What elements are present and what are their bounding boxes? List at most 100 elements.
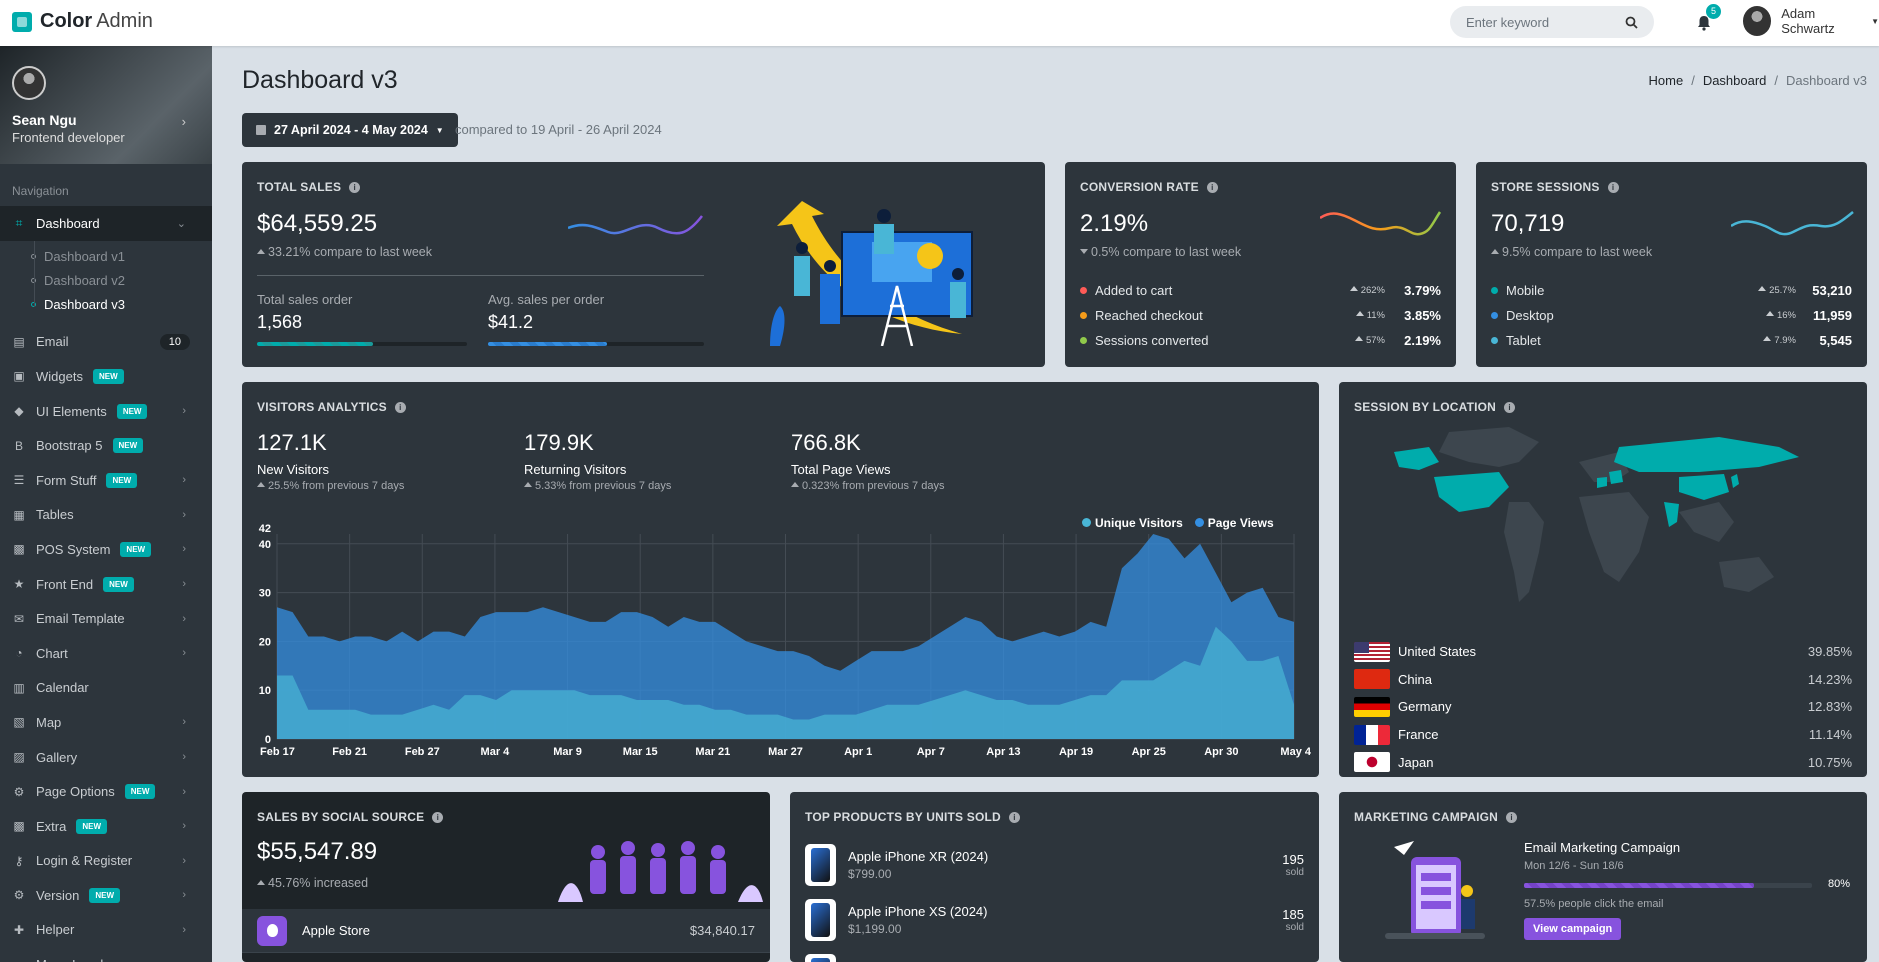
info-icon[interactable]: i (1506, 811, 1518, 823)
sidebar-item-map[interactable]: ▧ Map › (0, 705, 212, 740)
submenu-dashboard-v3[interactable]: Dashboard v3 (31, 293, 212, 317)
sidebar-item-login-register[interactable]: ⚷ Login & Register › (0, 844, 212, 879)
row-label: Reached checkout (1095, 308, 1203, 323)
info-icon[interactable]: i (1206, 181, 1218, 193)
flag-icon (1354, 724, 1390, 745)
list-icon: ☰ (13, 473, 25, 488)
submenu-dashboard-v1[interactable]: Dashboard v1 (31, 245, 212, 269)
x-tick-label: Feb 21 (332, 746, 367, 758)
product-info: Apple iPhone XR (2024) $799.00 (848, 849, 1282, 881)
sidebar-item-chart[interactable]: ◔ Chart › (0, 636, 212, 671)
card-title-text: MARKETING CAMPAIGN (1354, 810, 1499, 824)
search-input[interactable]: Enter keyword (1450, 6, 1654, 38)
row-change: 11% (1356, 310, 1385, 321)
sidebar-item-menu-level[interactable]: ≡ Menu Level › (0, 947, 212, 962)
sidebar-item-dashboard[interactable]: ⌗ Dashboard ⌄ (0, 206, 212, 241)
x-tick-label: Apr 1 (844, 746, 872, 758)
submenu-label: Dashboard v2 (44, 273, 125, 289)
user-menu[interactable]: Adam Schwartz ▼ (1743, 6, 1879, 36)
stat-label: Returning Visitors (524, 462, 627, 477)
brand-logo-icon (12, 11, 32, 32)
submenu-dashboard-v2[interactable]: Dashboard v2 (31, 269, 212, 293)
world-map (1394, 427, 1799, 602)
notifications-button[interactable]: 5 (1697, 4, 1721, 34)
social-source-value: $34,840.17 (689, 923, 755, 938)
sidebar-item-helper[interactable]: ✚ Helper › (0, 913, 212, 948)
legend-dot (1080, 337, 1087, 344)
sidebar-item-bootstrap-5[interactable]: B Bootstrap 5 NEW (0, 428, 212, 463)
breadcrumb-home[interactable]: Home (1648, 73, 1684, 88)
info-icon[interactable]: i (1008, 811, 1020, 823)
flag-icon (1354, 669, 1390, 690)
card-title-text: TOP PRODUCTS BY UNITS SOLD (805, 810, 1001, 824)
sidebar-item-page-options[interactable]: ⚙ Page Options NEW › (0, 774, 212, 809)
sidebar-item-email[interactable]: ▤ Email 10 (0, 325, 212, 360)
sidebar-item-gallery[interactable]: ▨ Gallery › (0, 740, 212, 775)
chevron-right-icon: › (182, 474, 186, 487)
orders-progress (257, 342, 467, 346)
sidebar-item-version[interactable]: ⚙ Version NEW › (0, 878, 212, 913)
search-icon[interactable] (1625, 16, 1638, 29)
x-tick-label: May 4 (1280, 746, 1311, 758)
sidebar-item-form-stuff[interactable]: ☰ Form Stuff NEW › (0, 463, 212, 498)
product-row[interactable]: Apple iPhone XS Max (2024)129sold (805, 947, 1304, 962)
sidebar-profile[interactable]: Sean Ngu Frontend developer › (0, 46, 212, 164)
sidebar-item-label: Front End (36, 576, 94, 592)
info-icon[interactable]: i (432, 811, 444, 823)
info-icon[interactable]: i (394, 401, 406, 413)
x-tick-label: Apr 13 (986, 746, 1020, 758)
conversion-rate-card: CONVERSION RATE i 2.19% 0.5% compare to l… (1065, 162, 1456, 367)
top-navbar: Color Admin Enter keyword 5 Adam Schwartz… (0, 0, 1879, 46)
info-icon[interactable]: i (349, 181, 361, 193)
card-title-text: SESSION BY LOCATION (1354, 400, 1497, 414)
menu-icon: ≡ (12, 958, 26, 962)
location-list: United States 39.85% China 14.23% Germany 12.… (1354, 638, 1852, 776)
info-icon[interactable]: i (1504, 401, 1516, 413)
info-icon[interactable]: i (1607, 181, 1619, 193)
legend-dot (1080, 312, 1087, 319)
sidebar-item-email-template[interactable]: ✉ Email Template › (0, 601, 212, 636)
visitor-stat: 127.1K New Visitors 25.5% from previous 7 … (257, 430, 404, 492)
product-row[interactable]: Apple iPhone XS (2024) $1,199.00 185 sold (805, 892, 1304, 947)
sidebar-item-ui-elements[interactable]: ◆ UI Elements NEW › (0, 394, 212, 429)
date-range-button[interactable]: 27 April 2024 - 4 May 2024 ▼ (242, 113, 458, 147)
chevron-right-icon: › (182, 578, 186, 591)
brand-logo-link[interactable]: Color Admin (12, 10, 153, 33)
sidebar-item-pos-system[interactable]: ▩ POS System NEW › (0, 532, 212, 567)
new-badge: NEW (112, 438, 144, 454)
product-info: Apple iPhone XS (2024) $1,199.00 (848, 904, 1282, 936)
conversion-change: 0.5% compare to last week (1080, 245, 1241, 259)
notification-count-badge: 5 (1706, 4, 1721, 19)
sold-unit: sold (1285, 921, 1304, 933)
chevron-right-icon: › (182, 959, 186, 962)
sidebar-item-front-end[interactable]: ★ Front End NEW › (0, 567, 212, 602)
location-row: United States 39.85% (1354, 638, 1852, 666)
legend-dot (1491, 337, 1498, 344)
breadcrumb-dashboard[interactable]: Dashboard (1702, 73, 1767, 88)
card-title-text: VISITORS ANALYTICS (257, 400, 387, 414)
location-row: China 14.23% (1354, 666, 1852, 694)
nav-list: ▤ Email 10 ▣ Widgets NEW ◆ UI Elements NEW › B Boot… (0, 325, 212, 962)
row-label: Mobile (1506, 283, 1545, 298)
sidebar-item-widgets[interactable]: ▣ Widgets NEW (0, 359, 212, 394)
y-tick-label: 20 (259, 636, 271, 648)
sidebar-item-tables[interactable]: ▦ Tables › (0, 498, 212, 533)
total-sales-value: $64,559.25 (257, 210, 378, 237)
sidebar-item-calendar[interactable]: ▥ Calendar (0, 671, 212, 706)
pie-chart-icon: ◔ (15, 646, 23, 661)
legend-page-views[interactable]: Page Views (1194, 516, 1274, 530)
star-icon: ★ (13, 577, 25, 592)
social-sales-value: $55,547.89 (257, 838, 378, 865)
location-row: Japan 10.75% (1354, 748, 1852, 776)
view-campaign-button[interactable]: View campaign (1524, 918, 1622, 940)
legend-unique-visitors[interactable]: Unique Visitors (1082, 516, 1183, 530)
y-tick-label: 10 (259, 685, 271, 697)
caret-down-icon: ▼ (1871, 16, 1879, 26)
crowd-illustration (558, 841, 763, 902)
card-title-text: STORE SESSIONS (1491, 180, 1600, 194)
product-row[interactable]: Apple iPhone XR (2024) $799.00 195 sold (805, 837, 1304, 892)
sidebar-item-label: Login & Register (36, 853, 133, 869)
social-sales-change: 45.76% increased (257, 876, 368, 890)
sidebar-item-extra[interactable]: ▩ Extra NEW › (0, 809, 212, 844)
social-source-row[interactable]: Apple Store $34,840.17 (242, 909, 770, 953)
